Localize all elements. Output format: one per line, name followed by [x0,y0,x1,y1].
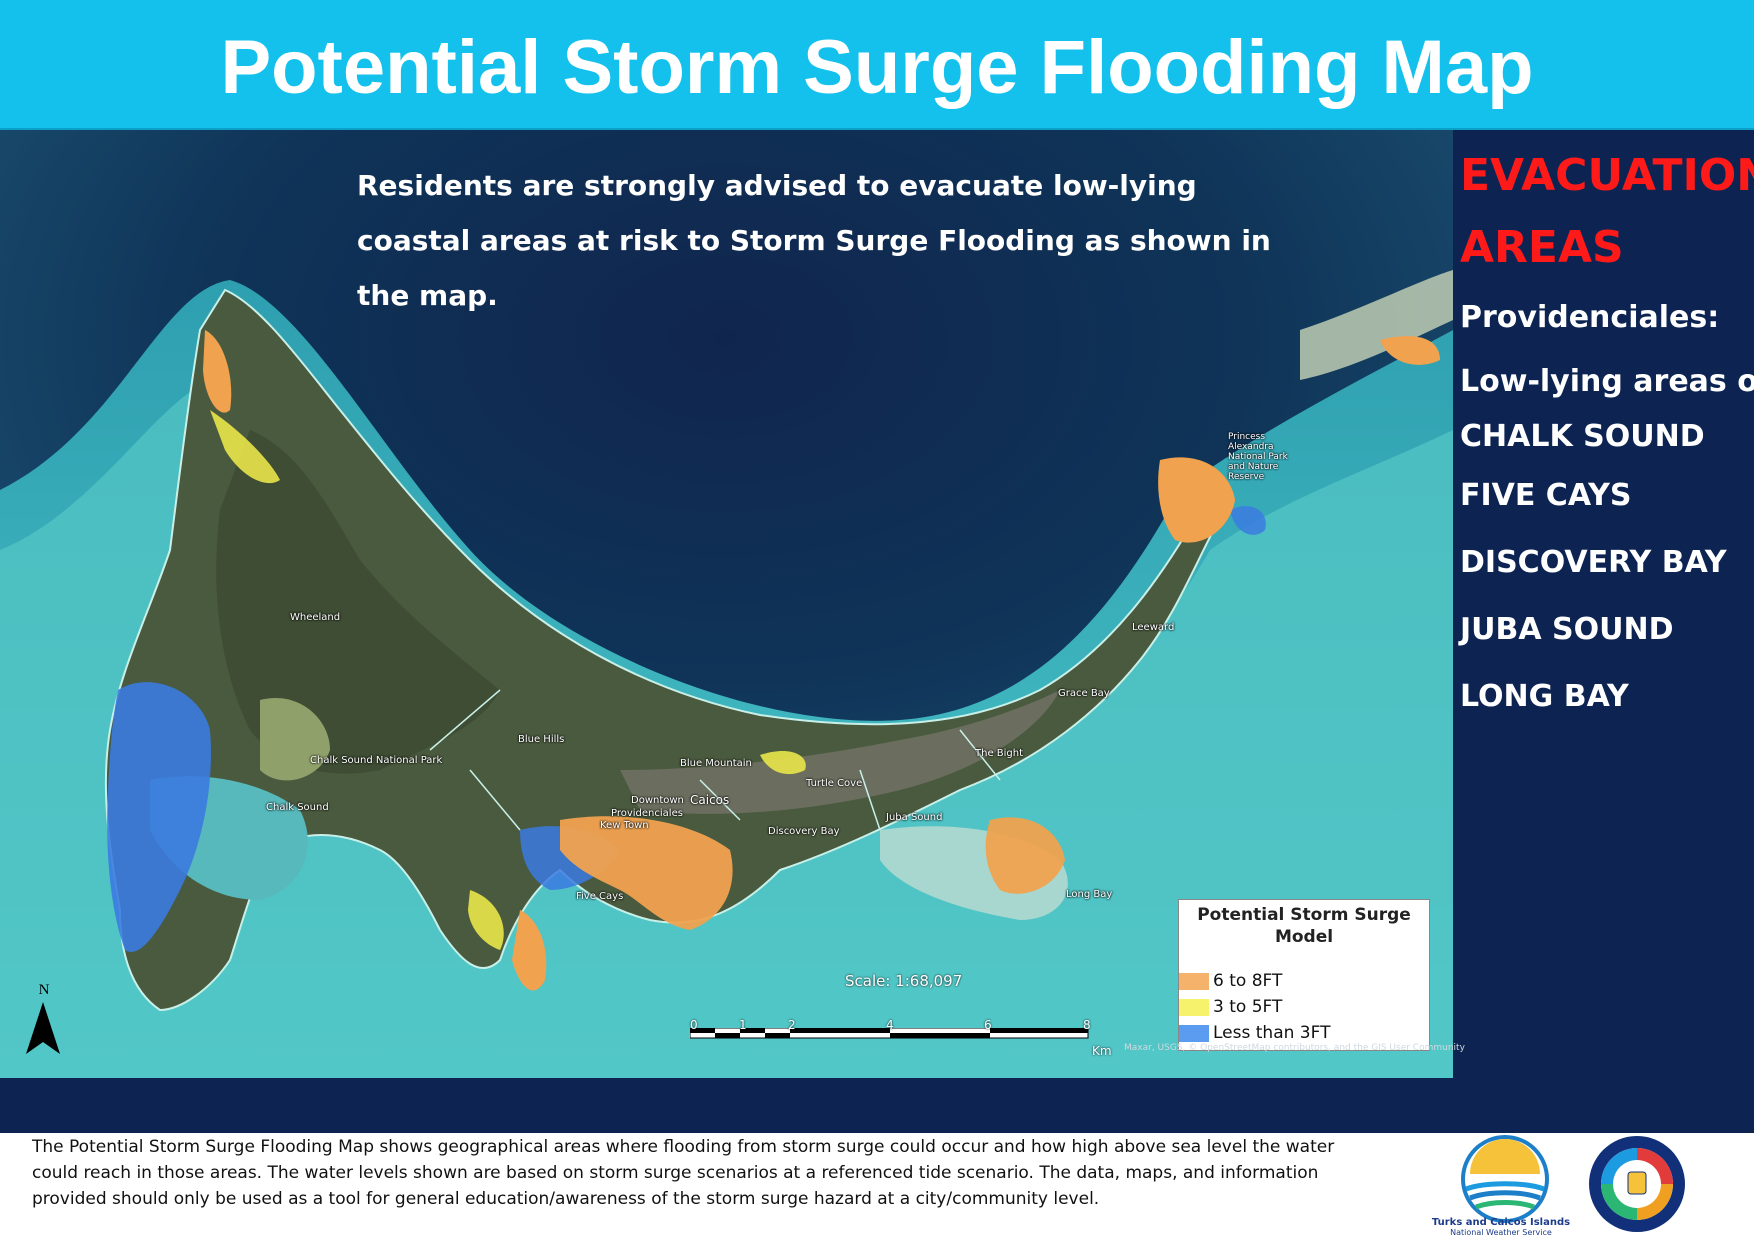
legend-title: Potential Storm Surge Model [1197,905,1411,947]
legend-label: Less than 3FT [1213,1023,1331,1043]
evacuation-sidebar: EVACUATION AREAS Providenciales: Low-lyi… [1460,140,1754,730]
legend-swatch [1179,1025,1209,1042]
flood-3-to-5ft [760,750,806,775]
north-arrow-icon [26,1002,60,1054]
flood-6-to-8ft [512,910,547,991]
scale-tick: 0 [690,1018,698,1032]
map-legend: Potential Storm Surge Model 6 to 8FT 3 t… [1178,899,1430,1051]
east-caicos-tip [1300,270,1453,380]
place-label-juba-sound: Juba Sound [886,812,943,823]
inland-vegetation [216,430,500,774]
legend-swatch [1179,999,1209,1016]
island-name: Providenciales: [1460,300,1720,335]
district-boundaries [429,689,1001,831]
map-attribution: Maxar, USGS, © OpenStreetMap contributor… [1124,1043,1465,1053]
place-label-long-bay: Long Bay [1066,889,1113,900]
flood-3-to-5ft [468,890,504,950]
header-banner: Potential Storm Surge Flooding Map [0,0,1754,130]
pond [260,698,330,781]
scale-tick: 8 [1083,1018,1091,1032]
place-label-grace-bay: Grace Bay [1058,688,1110,699]
satellite-map[interactable] [0,130,1453,1078]
scale-tick: 6 [984,1018,992,1032]
scale-tick: 4 [886,1018,894,1032]
scale-bar [690,1028,1089,1039]
evacuation-area-juba-sound: JUBA SOUND [1460,612,1674,647]
evacuation-area-chalk-sound: CHALK SOUND [1460,419,1705,454]
north-arrow: N [26,982,60,1058]
place-label-wheeland: Wheeland [290,612,341,623]
evacuation-heading-line2: AREAS [1460,222,1624,273]
flood-less-than-3ft [1230,506,1266,535]
flood-6-to-8ft [1158,457,1235,543]
logo1-caption: Turks and Caicos Islands [1431,1217,1571,1228]
flood-6-to-8ft [203,330,232,413]
national-weather-service-logo [1461,1135,1549,1223]
place-label-chalk-sound: Chalk Sound [266,802,329,813]
low-lying-heading: Low-lying areas of: [1460,364,1754,399]
place-label-turtle-cove: Turtle Cove [806,778,863,789]
disaster-management-logo [1589,1136,1685,1232]
developed-area [620,690,1060,814]
legend-label: 6 to 8FT [1213,971,1283,991]
place-label-providenciales: Providenciales [611,808,683,819]
flood-6-to-8ft [985,817,1065,894]
scale-unit: Km [1092,1044,1112,1058]
scale-ratio: Scale: 1:68,097 [845,972,963,990]
flood-less-than-3ft [107,682,211,952]
footer-disclaimer: The Potential Storm Surge Flooding Map s… [32,1137,1335,1209]
scale-tick: 1 [739,1018,747,1032]
scale-tick: 2 [788,1018,796,1032]
place-label-discovery-bay: Discovery Bay [768,826,840,837]
flood-6-to-8ft [1380,336,1440,365]
logo1-subcaption: National Weather Service [1450,1228,1552,1237]
place-label-five-cays: Five Cays [576,891,624,902]
place-label-leeward: Leeward [1132,622,1175,633]
place-label-caicos: Caicos [690,793,730,807]
flood-3-to-5ft [210,410,280,484]
place-label-princess-alexandra: Princess Alexandra National Park and Nat… [1228,432,1288,482]
north-label: N [38,982,50,998]
legend-swatch [1179,973,1209,990]
evacuation-area-discovery-bay: DISCOVERY BAY [1460,545,1727,580]
place-label-downtown: Downtown [631,795,684,806]
legend-label: 3 to 5FT [1213,997,1283,1017]
place-label-blue-hills: Blue Hills [518,734,565,745]
evacuation-advisory: Residents are strongly advised to evacua… [357,169,1271,312]
place-label-kew-town: Kew Town [600,820,649,831]
page-title: Potential Storm Surge Flooding Map [220,25,1534,110]
place-label-chalk-sound-np: Chalk Sound National Park [310,755,443,766]
evacuation-area-long-bay: LONG BAY [1460,679,1629,714]
place-label-the-bight: The Bight [975,748,1024,759]
evacuation-area-five-cays: FIVE CAYS [1460,478,1632,513]
map-graphic [0,130,1453,1078]
place-label-blue-mountain: Blue Mountain [680,758,752,769]
flood-6-to-8ft [560,816,733,930]
evacuation-heading-line1: EVACUATION [1460,150,1754,201]
